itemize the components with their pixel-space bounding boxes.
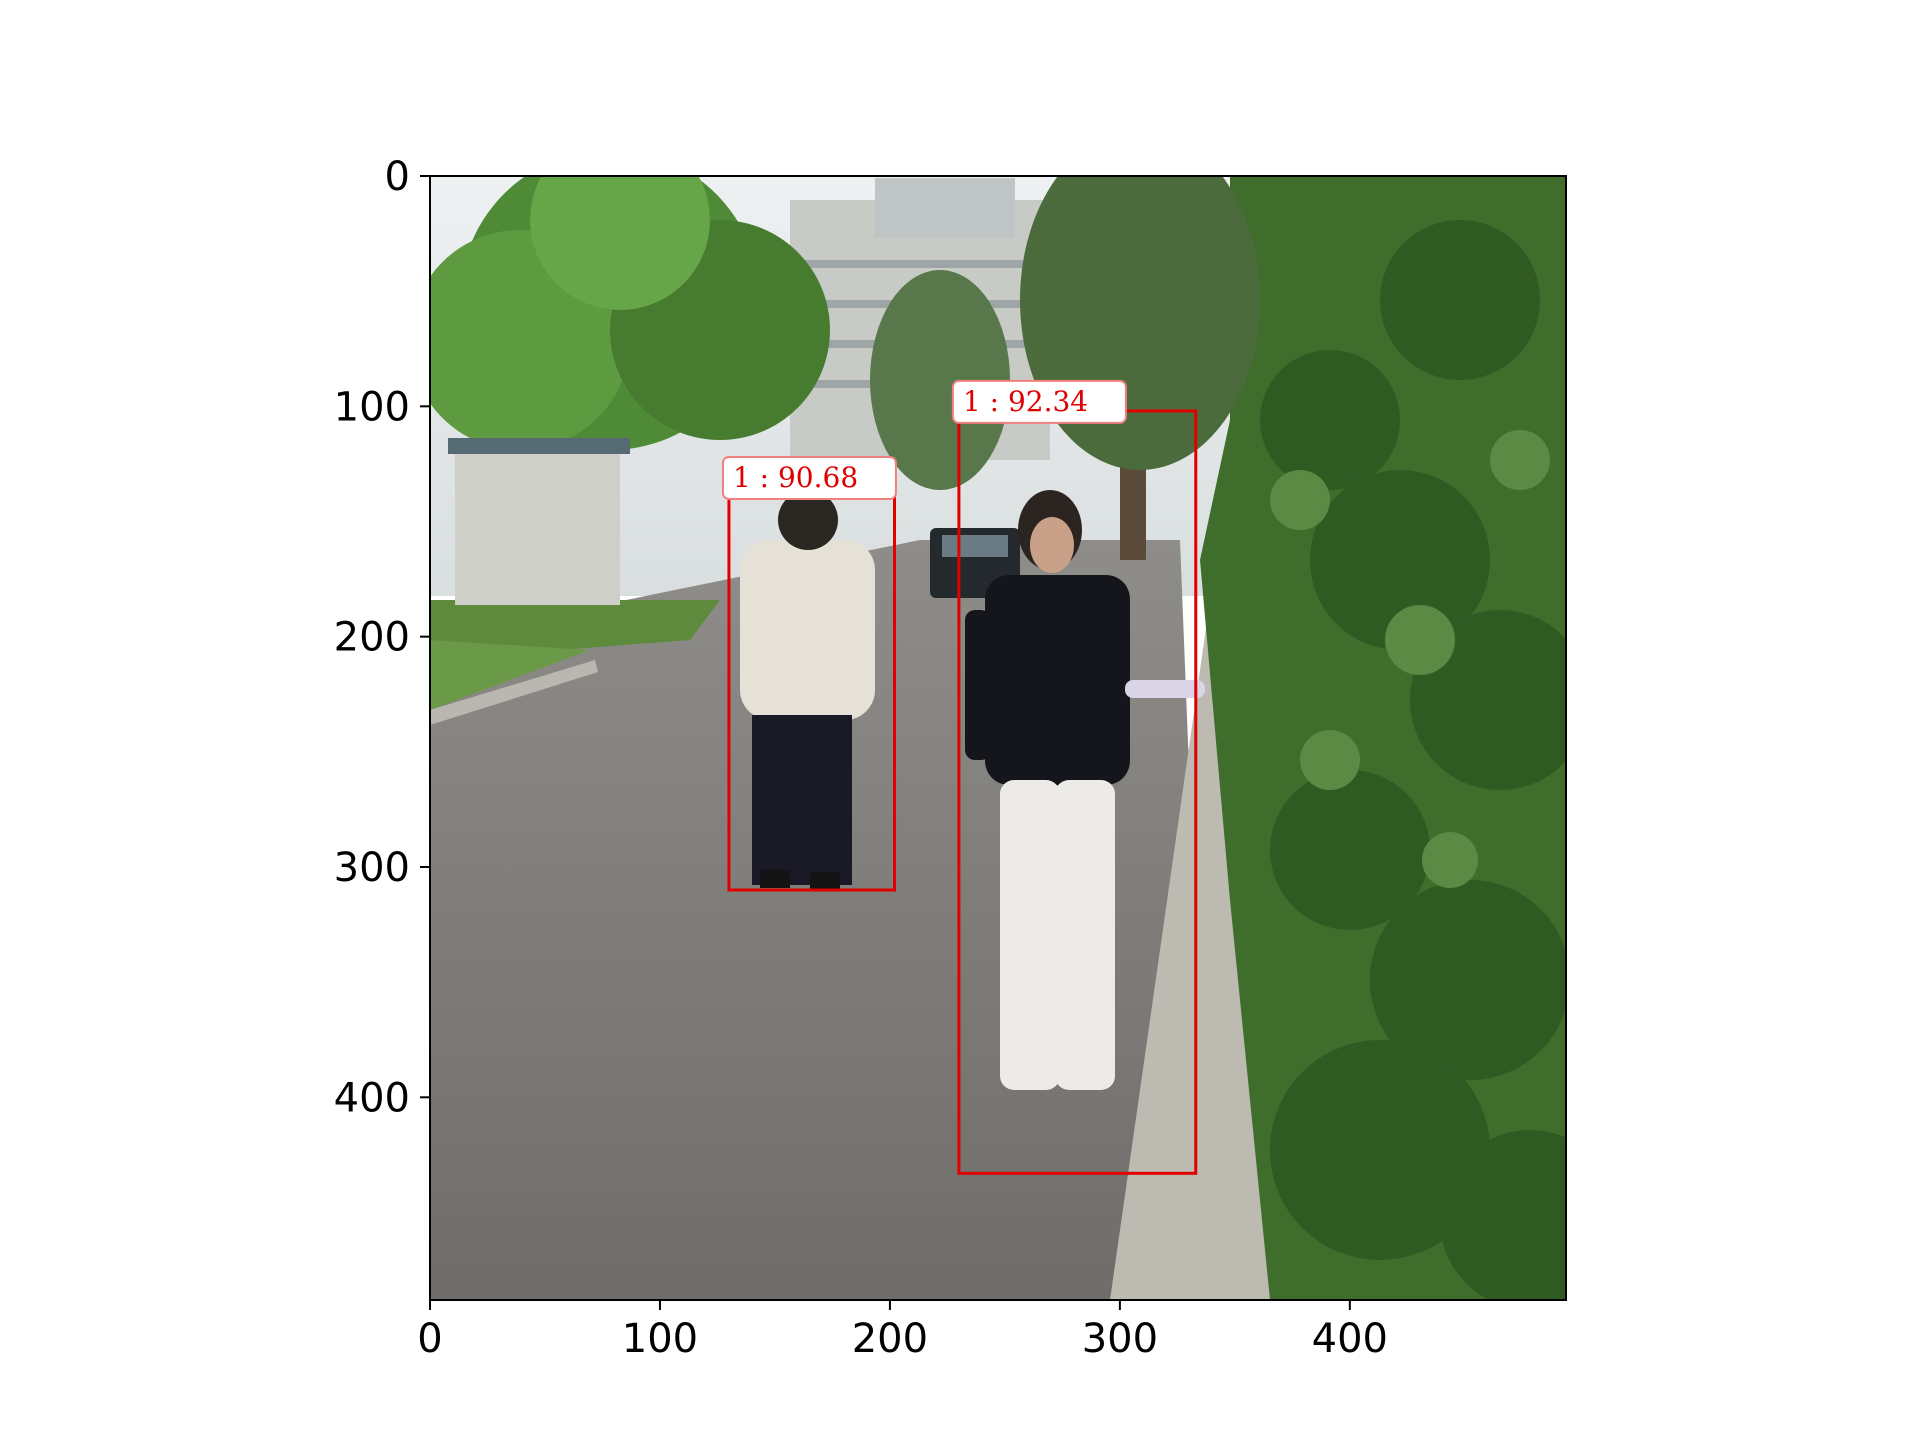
- pedestrian-back: [740, 490, 875, 890]
- tree-left: [430, 176, 830, 490]
- y-tick-label: 300: [334, 845, 410, 891]
- hedge-leaves: [1260, 220, 1566, 1300]
- x-tick-label: 400: [1312, 1316, 1388, 1362]
- street-photo: [430, 176, 1566, 1300]
- curb-left: [430, 660, 598, 725]
- shed: [448, 438, 630, 605]
- y-axis-ticks: 0 100 200 300 400: [334, 154, 430, 1121]
- detection-overlays: 1 : 90.68 1 : 92.34: [721, 379, 1198, 1175]
- detection-label-box: [721, 455, 897, 500]
- detection-label: 1 : 90.68: [733, 461, 858, 494]
- x-tick-label: 100: [622, 1316, 698, 1362]
- pedestrian-front: [965, 490, 1205, 1090]
- detection-1: 1 : 90.68: [721, 455, 897, 892]
- y-tick-label: 200: [334, 615, 410, 661]
- y-tick-label: 0: [385, 154, 410, 200]
- detection-2: 1 : 92.34: [951, 379, 1198, 1175]
- axes-frame: [429, 175, 1567, 1301]
- x-tick-label: 200: [852, 1316, 928, 1362]
- x-tick-label: 300: [1082, 1316, 1158, 1362]
- detection-label: 1 : 92.34: [963, 385, 1088, 418]
- x-axis-ticks: 0 100 200 300 400: [417, 1300, 1388, 1362]
- lawn-left-lower: [430, 640, 590, 710]
- hedge-highlights: [1270, 430, 1550, 888]
- x-tick-label: 0: [417, 1316, 442, 1362]
- y-tick-label: 100: [334, 384, 410, 430]
- building-upper: [875, 178, 1015, 238]
- y-tick-label: 400: [334, 1075, 410, 1121]
- detection-label-box: [951, 379, 1127, 424]
